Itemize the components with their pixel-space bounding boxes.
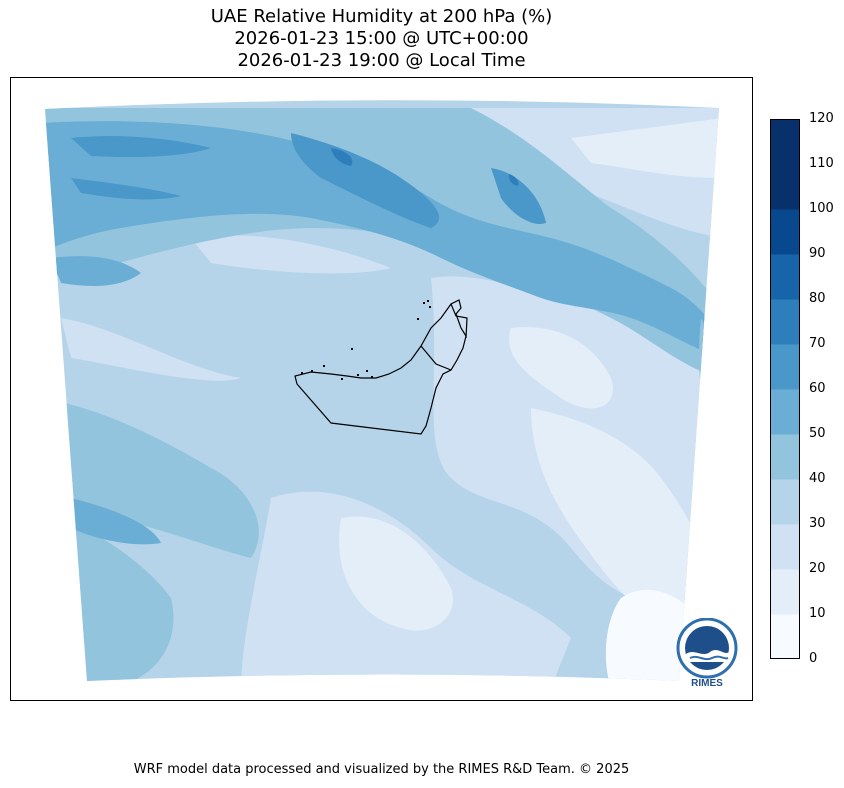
contour-band-60-70 <box>291 133 440 228</box>
colorbar-bin <box>770 479 800 525</box>
colorbar-outline <box>770 119 800 659</box>
logo-text: RIMES <box>691 678 723 689</box>
colorbar-tick-label: 120 <box>809 111 834 126</box>
colorbar-tick-label: 90 <box>809 246 826 261</box>
contour-band-10-20 <box>571 118 719 178</box>
colorbar-tick-label: 100 <box>809 201 834 216</box>
colorbar-tick-label: 40 <box>809 471 826 486</box>
colorbar-bin <box>770 254 800 300</box>
colorbar-bin <box>770 524 800 570</box>
colorbar-bin <box>770 164 800 210</box>
colorbar <box>770 119 800 659</box>
title-line-1: UAE Relative Humidity at 200 hPa (%) <box>210 6 553 27</box>
contour-band-60-70 <box>71 136 211 158</box>
rimes-logo-icon: RIMES <box>676 618 738 689</box>
contour-band-20-30 <box>61 318 241 381</box>
colorbar-tick-label: 80 <box>809 291 826 306</box>
contour-band-20-30 <box>191 235 391 274</box>
contour-band-0-10 <box>605 589 701 681</box>
colorbar-tick-label: 50 <box>809 426 826 441</box>
colorbar-tick-label: 30 <box>809 516 826 531</box>
colorbar-tick-label: 70 <box>809 336 826 351</box>
colorbar-tick-label: 20 <box>809 561 826 576</box>
contour-band-10-20 <box>509 327 613 409</box>
humidity-contour-map <box>45 100 719 681</box>
colorbar-bin <box>770 209 800 255</box>
colorbar-tick-label: 110 <box>809 156 834 171</box>
contour-band-70-80 <box>331 148 353 166</box>
contour-band-40-50 <box>699 318 713 428</box>
colorbar-bin <box>770 299 800 345</box>
colorbar-tick-label: 0 <box>809 651 818 666</box>
map-panel <box>10 77 753 701</box>
contour-band-70-80 <box>508 174 519 186</box>
title-line-3: 2026-01-23 19:00 @ Local Time <box>237 50 526 71</box>
map-title: UAE Relative Humidity at 200 hPa (%) 202… <box>10 6 753 72</box>
colorbar-bin <box>770 344 800 390</box>
uae-islands <box>301 300 431 380</box>
colorbar-bin <box>770 569 800 615</box>
colorbar-bin <box>770 389 800 435</box>
colorbar-bin <box>770 434 800 480</box>
contour-band-10-20 <box>531 408 711 638</box>
colorbar-bin <box>770 614 800 659</box>
contour-band-60-70 <box>71 178 181 200</box>
contour-band-50-60 <box>51 256 141 286</box>
title-line-2: 2026-01-23 15:00 @ UTC+00:00 <box>234 28 529 49</box>
contour-band-50-60 <box>45 121 719 358</box>
credit-footer: WRF model data processed and visualized … <box>133 762 630 777</box>
colorbar-tick-labels: 0 10 20 30 40 50 60 70 80 90 100 110 120 <box>809 112 843 666</box>
contour-band-10-20 <box>339 516 453 631</box>
contour-band-60-70 <box>491 168 546 224</box>
contour-band-50-60 <box>71 498 161 545</box>
colorbar-bin <box>770 119 800 165</box>
contour-band-40-50 <box>45 398 259 558</box>
colorbar-tick-label: 10 <box>809 606 826 621</box>
colorbar-tick-label: 60 <box>809 381 826 396</box>
